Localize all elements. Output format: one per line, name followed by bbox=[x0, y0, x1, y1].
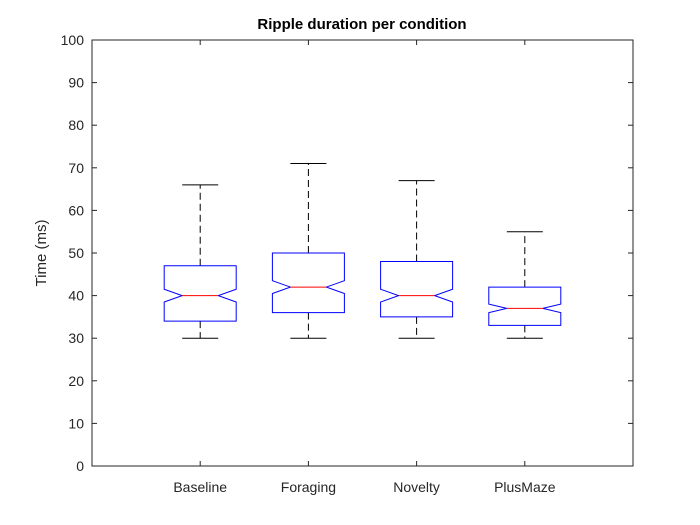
x-tick-label: Baseline bbox=[173, 479, 227, 495]
box-group-baseline bbox=[163, 184, 237, 339]
y-tick-label: 0 bbox=[76, 458, 84, 474]
x-tick-label: Foraging bbox=[281, 479, 336, 495]
y-axis-label: Time (ms) bbox=[33, 220, 50, 287]
x-axis: Baseline Foraging Novelty PlusMaze bbox=[173, 40, 556, 495]
y-tick-label: 30 bbox=[68, 330, 84, 346]
box bbox=[488, 286, 562, 326]
y-tick-label: 70 bbox=[68, 160, 84, 176]
y-tick-label: 20 bbox=[68, 373, 84, 389]
y-tick-label: 10 bbox=[68, 415, 84, 431]
box-group-foraging bbox=[271, 163, 345, 339]
chart-title: Ripple duration per condition bbox=[257, 16, 466, 33]
box-plots bbox=[163, 163, 562, 339]
y-tick-label: 90 bbox=[68, 75, 84, 91]
box bbox=[271, 252, 345, 314]
x-tick-label: PlusMaze bbox=[494, 479, 556, 495]
box-group-novelty bbox=[380, 180, 454, 339]
box-group-plusmaze bbox=[488, 231, 562, 339]
x-tick-label: Novelty bbox=[393, 479, 440, 495]
plot-area bbox=[91, 39, 634, 467]
y-tick-label: 40 bbox=[68, 288, 84, 304]
y-tick-label: 50 bbox=[68, 245, 84, 261]
box bbox=[380, 261, 454, 318]
y-axis: 0 10 20 30 40 50 60 70 80 90 100 bbox=[61, 32, 633, 474]
y-tick-label: 60 bbox=[68, 202, 84, 218]
y-tick-label: 100 bbox=[61, 32, 85, 48]
box bbox=[163, 265, 237, 322]
y-tick-label: 80 bbox=[68, 117, 84, 133]
